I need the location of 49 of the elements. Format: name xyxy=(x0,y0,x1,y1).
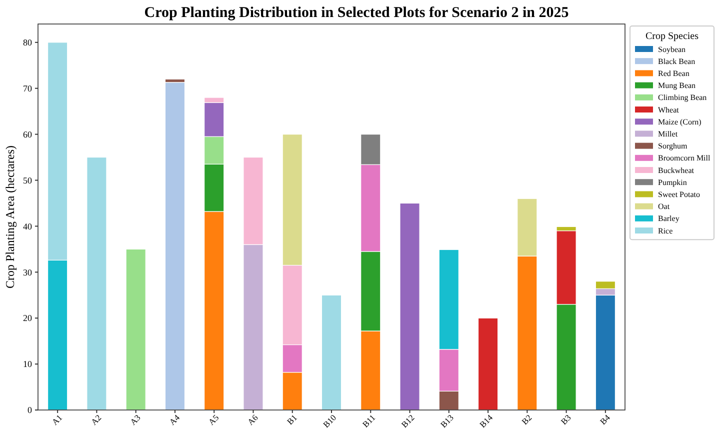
x-tick-label: B1 xyxy=(284,412,299,427)
legend-label: Black Bean xyxy=(658,56,696,66)
legend-label: Climbing Bean xyxy=(658,93,707,102)
legend-label: Buckwheat xyxy=(658,166,695,175)
chart-title: Crop Planting Distribution in Selected Plots for Scenario 2 in 2025 xyxy=(144,5,569,21)
bar xyxy=(86,156,107,410)
legend-label: Rice xyxy=(658,226,674,236)
x-tick-label: A6 xyxy=(245,412,260,427)
legend-label: Sweet Potato xyxy=(658,190,700,199)
legend-label: Soybean xyxy=(658,44,686,54)
legend-label: Broomcorn Mill xyxy=(658,154,711,163)
x-tick-label: A1 xyxy=(50,412,64,427)
x-tick-label: B4 xyxy=(598,412,612,427)
bar xyxy=(400,202,420,410)
x-tick-label: A4 xyxy=(167,412,182,427)
bar xyxy=(478,318,498,410)
legend-label: Maize (Corn) xyxy=(658,117,702,126)
y-tick-label: 10 xyxy=(23,359,32,370)
x-tick-label: B11 xyxy=(360,412,378,430)
y-tick-label: 0 xyxy=(28,405,32,416)
bar xyxy=(321,294,342,410)
x-tick-label: B13 xyxy=(438,412,456,430)
legend-label: Oat xyxy=(658,202,670,212)
legend-label: Red Bean xyxy=(658,69,690,78)
y-tick-label: 60 xyxy=(23,129,32,140)
x-tick-label: B3 xyxy=(558,412,573,427)
y-tick-label: 20 xyxy=(23,313,32,324)
x-tick-label: A2 xyxy=(88,412,104,427)
x-tick-label: A3 xyxy=(128,412,142,427)
y-axis-title: Crop Planting Area (hectares) xyxy=(3,146,17,288)
legend-label: Barley xyxy=(658,214,680,224)
x-tick-label: B14 xyxy=(477,412,496,430)
bar xyxy=(126,248,146,410)
y-tick-label: 30 xyxy=(23,267,32,278)
y-tick-label: 80 xyxy=(23,38,32,48)
legend-label: Pumpkin xyxy=(658,178,687,187)
x-tick-label: B12 xyxy=(399,412,416,430)
y-tick-label: 50 xyxy=(23,175,32,186)
legend-title: Crop Species xyxy=(645,31,699,42)
legend-label: Sorghum xyxy=(658,142,688,151)
bar xyxy=(164,82,186,410)
legend-label: Millet xyxy=(658,130,678,138)
legend-label: Mung Bean xyxy=(658,81,696,90)
x-tick-label: B10 xyxy=(320,412,338,430)
x-tick-label: A5 xyxy=(206,412,221,427)
y-tick-label: 40 xyxy=(23,221,32,232)
y-tick-label: 70 xyxy=(23,83,32,94)
x-tick-label: B2 xyxy=(520,412,534,427)
legend-label: Wheat xyxy=(658,105,680,114)
